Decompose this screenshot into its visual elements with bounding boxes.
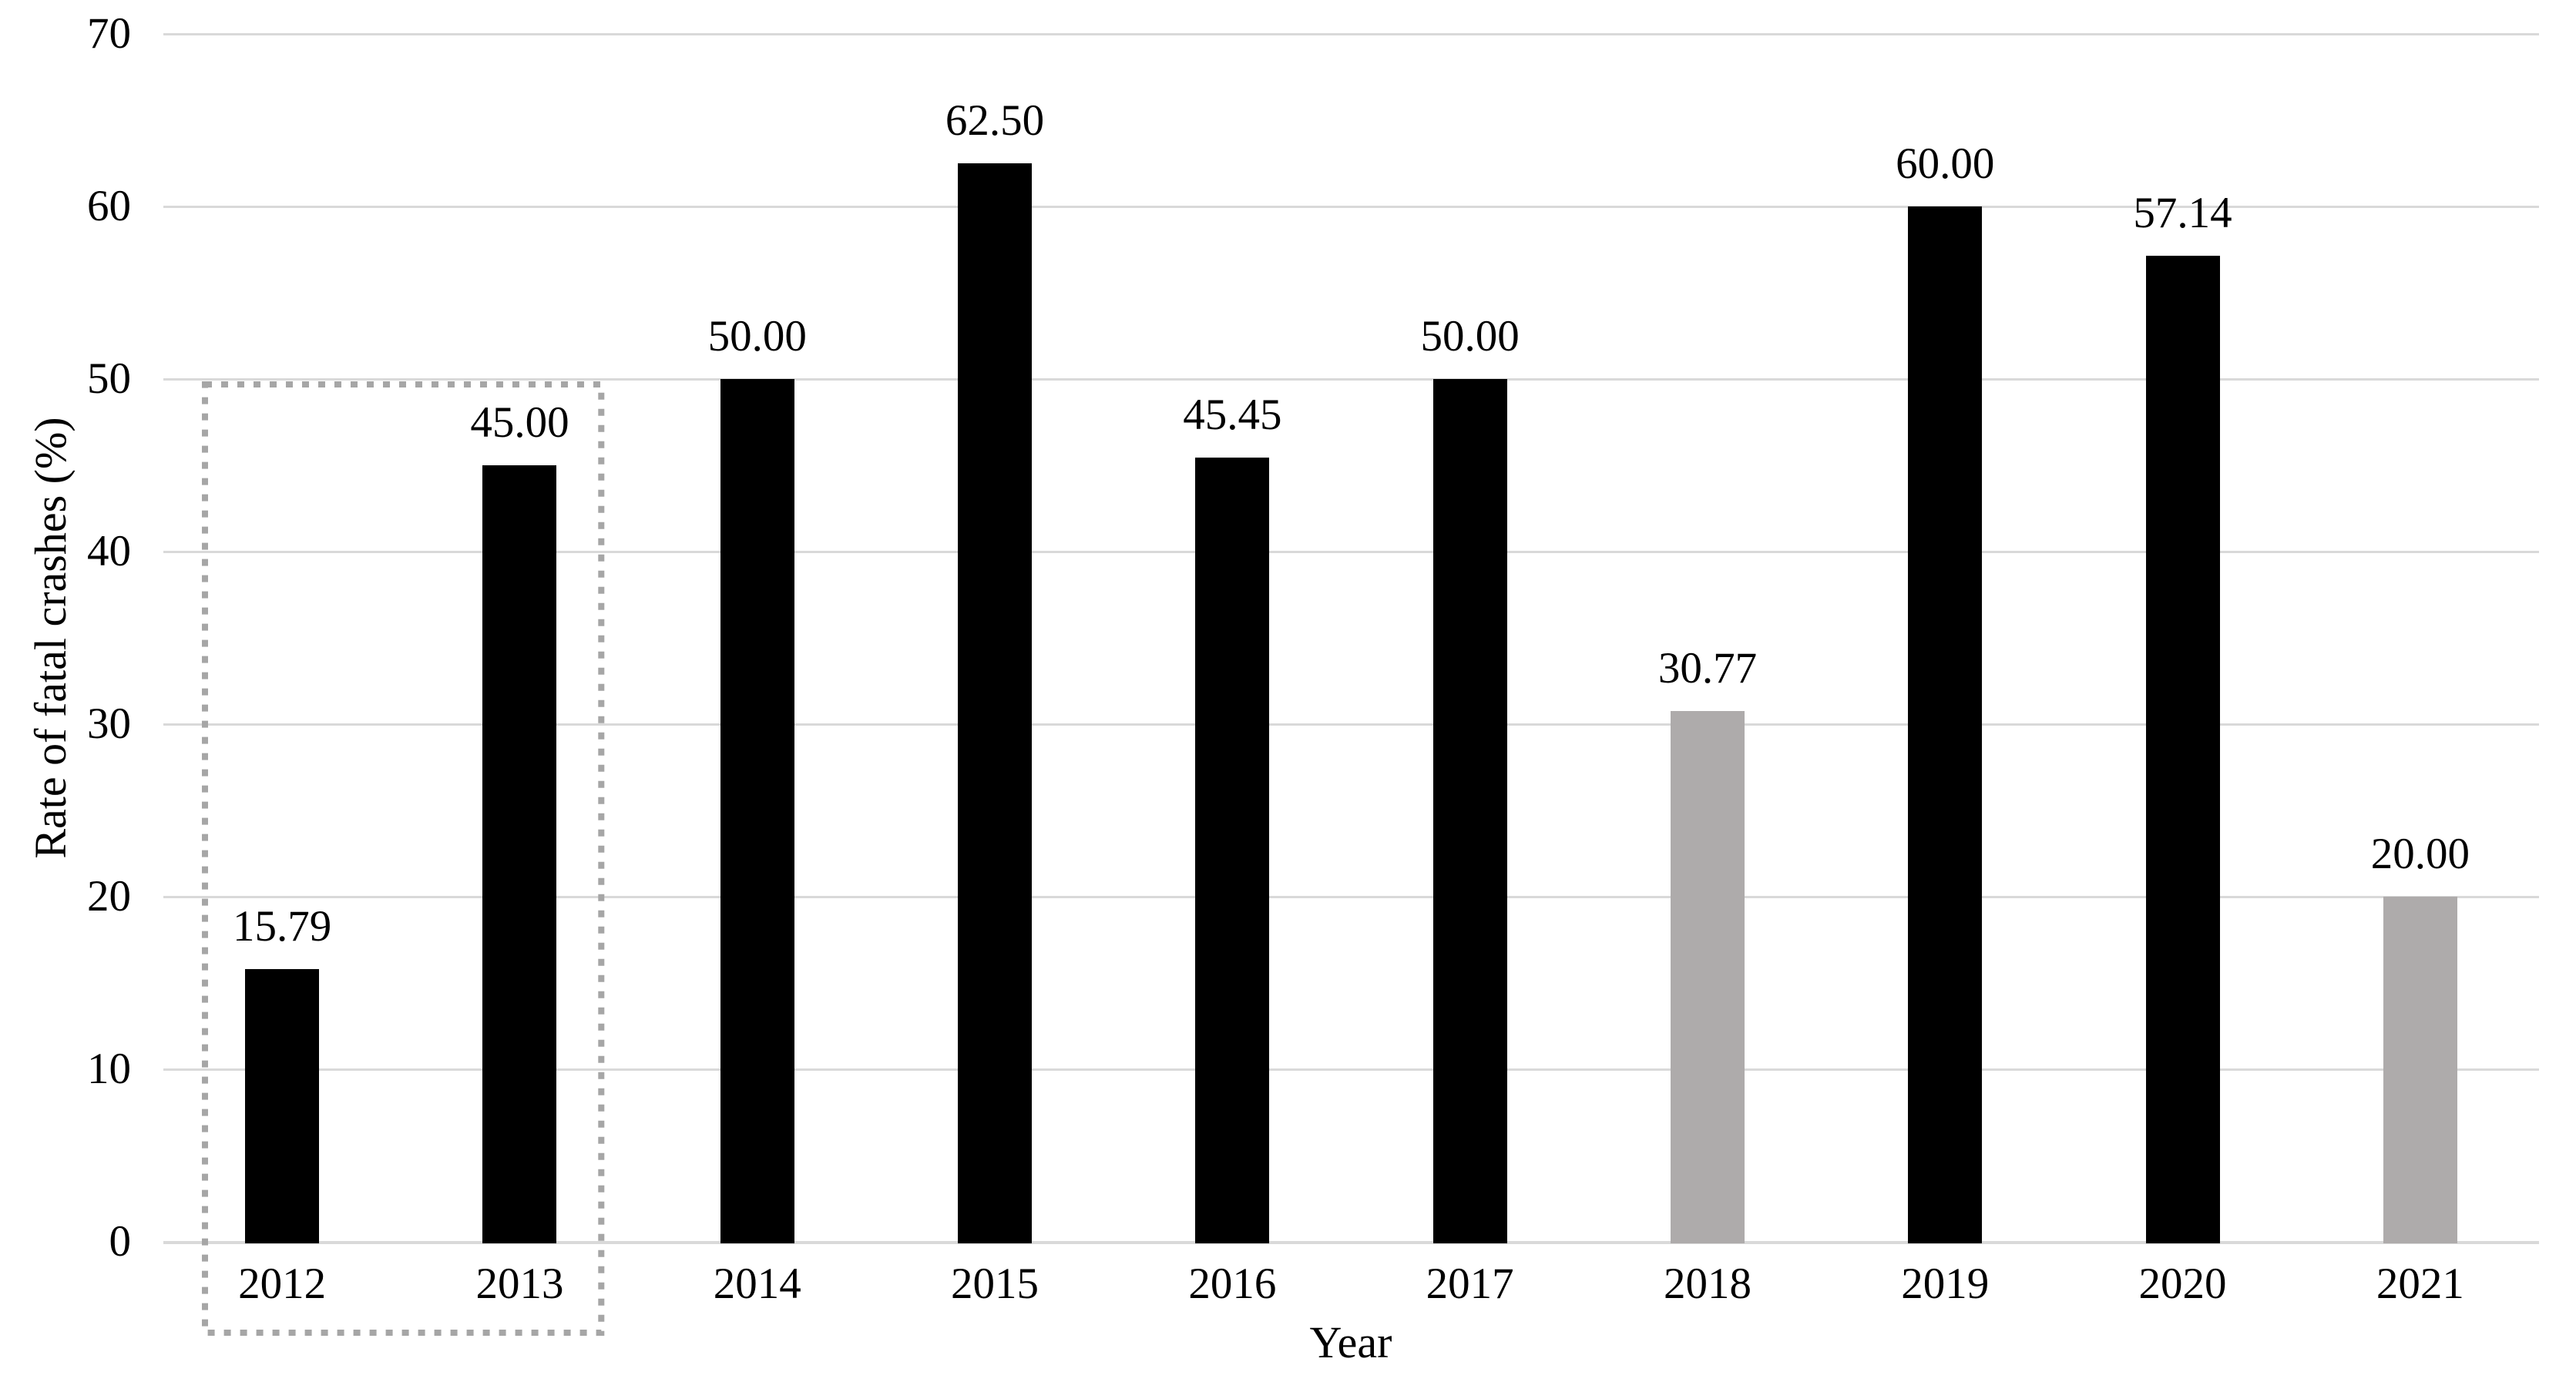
x-tick-label-2018: 2018	[1663, 1260, 1751, 1308]
bar-2017	[1432, 379, 1507, 1243]
value-label-2018: 30.77	[1657, 643, 1758, 693]
value-label-2015: 62.50	[945, 96, 1045, 145]
x-tick-label-2021: 2021	[2376, 1260, 2464, 1308]
y-tick-label-30: 30	[87, 699, 131, 748]
y-tick-label-70: 70	[87, 9, 131, 58]
value-label-2012: 15.79	[233, 902, 332, 951]
value-label-2016: 45.45	[1183, 390, 1282, 439]
bar-2014	[720, 379, 794, 1243]
x-tick-label-2017: 2017	[1426, 1260, 1514, 1308]
highlight-box-2012-2013	[202, 381, 605, 1336]
x-tick-label-2014: 2014	[713, 1260, 801, 1308]
bar-2021	[2383, 897, 2457, 1243]
y-axis-title: Rate of fatal crashes (%)	[25, 417, 76, 859]
x-tick-label-2012: 2012	[238, 1260, 327, 1308]
bar-2015	[958, 163, 1033, 1243]
x-tick-label-2013: 2013	[475, 1260, 564, 1308]
y-tick-label-50: 50	[87, 354, 131, 403]
gridline-20	[163, 896, 2539, 898]
x-tick-label-2020: 2020	[2138, 1260, 2227, 1308]
y-tick-label-60: 60	[87, 182, 131, 230]
gridline-70	[163, 33, 2539, 35]
value-label-2021: 20.00	[2370, 830, 2470, 878]
value-label-2020: 57.14	[2133, 189, 2232, 238]
y-tick-label-40: 40	[87, 527, 131, 575]
value-label-2017: 50.00	[1420, 312, 1520, 361]
y-tick-label-10: 10	[87, 1045, 131, 1093]
x-tick-label-2015: 2015	[951, 1260, 1039, 1308]
x-axis-title: Year	[1309, 1317, 1392, 1367]
value-label-2013: 45.00	[470, 398, 569, 447]
gridline-50	[163, 378, 2539, 381]
x-axis-line	[163, 1241, 2539, 1244]
bar-2013	[482, 465, 557, 1243]
y-tick-label-20: 20	[87, 872, 131, 921]
y-tick-label-0: 0	[109, 1217, 132, 1266]
value-label-2019: 60.00	[1896, 139, 1995, 188]
bar-2016	[1195, 457, 1270, 1243]
bar-2018	[1670, 710, 1745, 1243]
gridline-30	[163, 723, 2539, 726]
gridline-60	[163, 206, 2539, 208]
x-tick-label-2019: 2019	[1901, 1260, 1990, 1308]
gridline-40	[163, 551, 2539, 553]
bar-2012	[245, 969, 320, 1243]
bar-2019	[1908, 206, 1983, 1243]
value-label-2014: 50.00	[707, 312, 807, 361]
x-tick-label-2016: 2016	[1188, 1260, 1277, 1308]
bar-2020	[2145, 256, 2220, 1243]
gridline-10	[163, 1068, 2539, 1071]
